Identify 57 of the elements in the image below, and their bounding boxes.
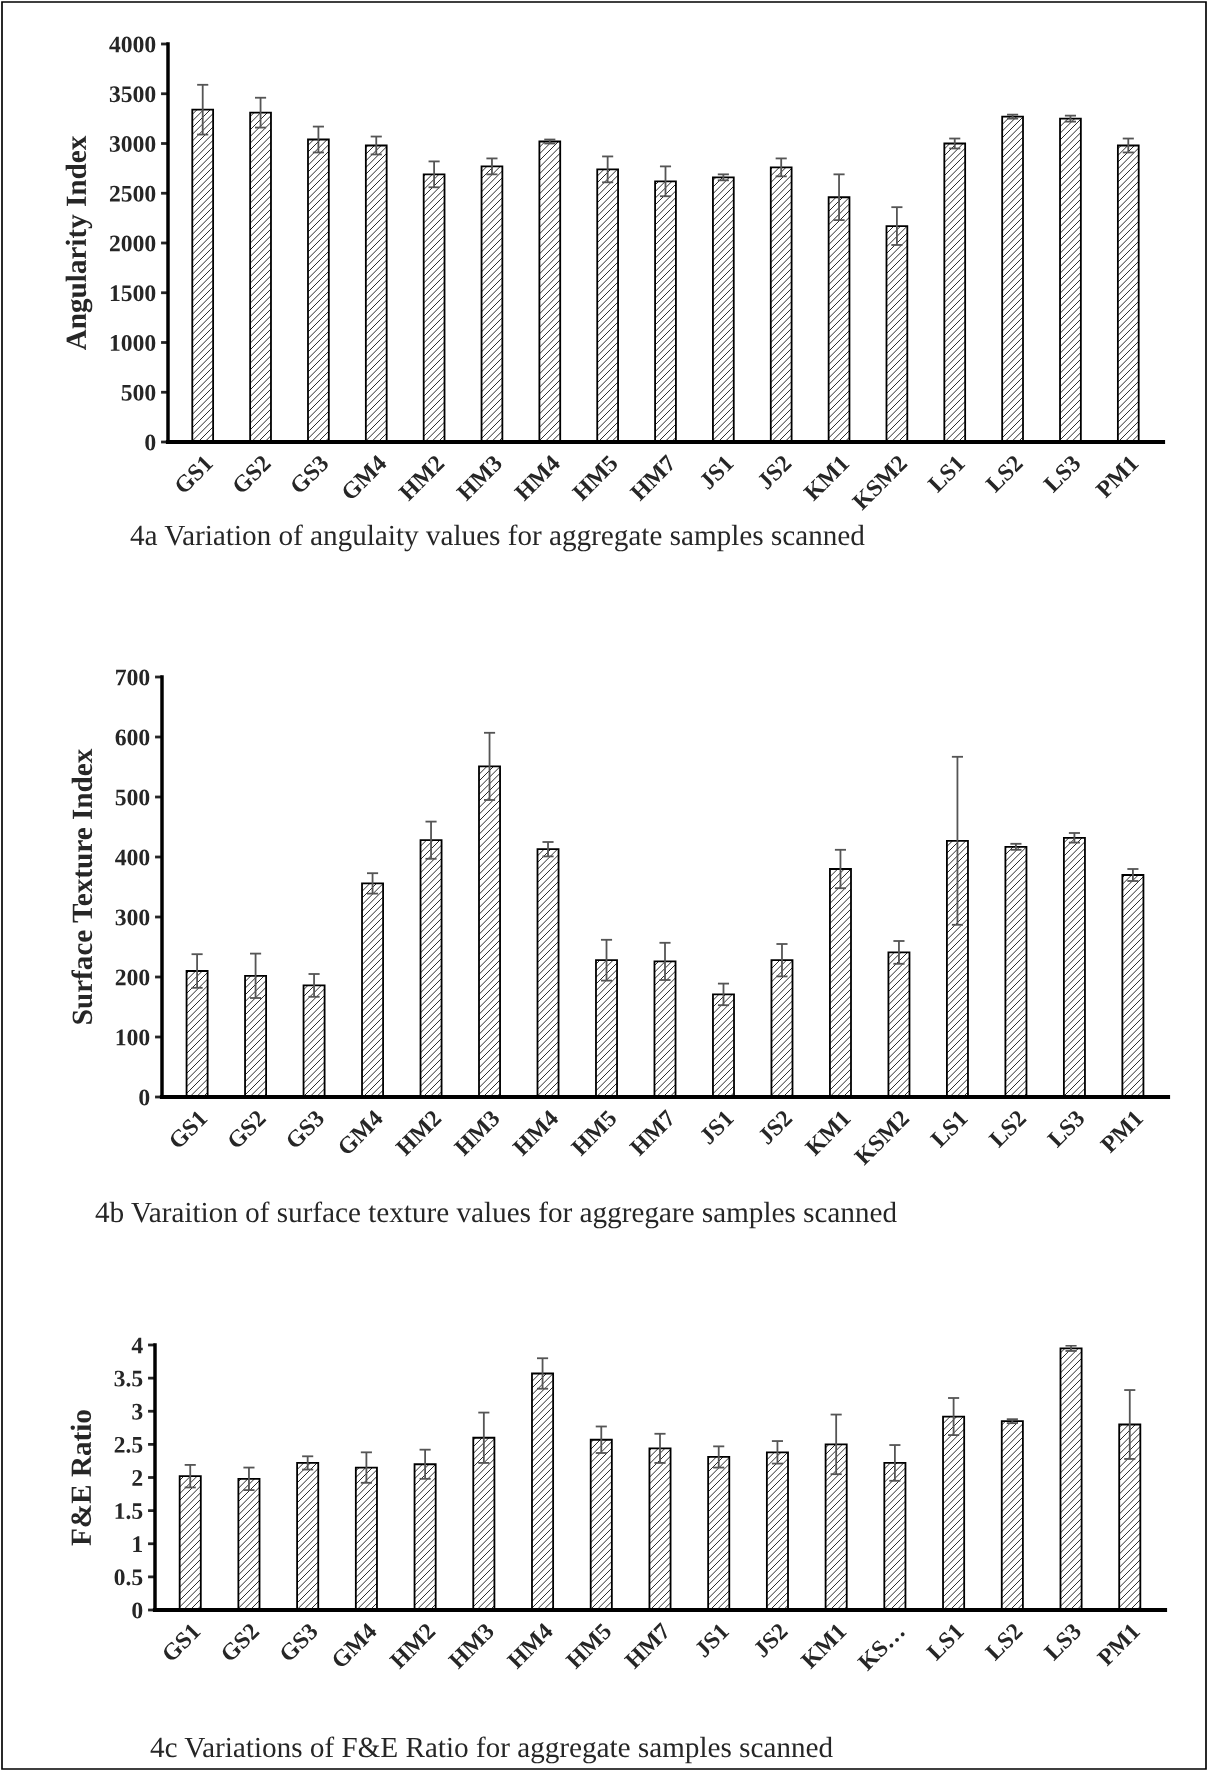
x-tick-label: GS3 bbox=[289, 454, 330, 495]
y-tick-label: 1.5 bbox=[115, 1503, 143, 1520]
y-tick-label: 0.5 bbox=[114, 1569, 143, 1586]
y-axis-title: F&E Ratio bbox=[70, 1410, 92, 1546]
x-tick-label: GS3 bbox=[278, 1622, 319, 1663]
x-tick-label: KS… bbox=[856, 1622, 906, 1672]
y-tick-label: 3.5 bbox=[114, 1370, 143, 1387]
x-tick-label: LS3 bbox=[1042, 454, 1082, 494]
x-tick-label: JS2 bbox=[756, 454, 793, 491]
x-tick-label: JS1 bbox=[694, 1622, 730, 1659]
y-tick-label: 2 bbox=[132, 1470, 143, 1486]
y-tick-label: 2000 bbox=[109, 235, 156, 252]
y-tick-label: 100 bbox=[116, 1029, 150, 1046]
x-tick-label: LS1 bbox=[926, 454, 966, 494]
x-tick-label: GS3 bbox=[284, 1109, 326, 1150]
x-tick-label: JS1 bbox=[698, 454, 735, 491]
x-tick-label: GS2 bbox=[231, 454, 272, 495]
x-tick-label: LS2 bbox=[984, 1622, 1024, 1662]
y-tick-label: 4 bbox=[131, 1337, 143, 1354]
y-tick-label: 0 bbox=[145, 434, 156, 451]
y-tick-label: 1000 bbox=[110, 334, 156, 351]
y-tick-label: 200 bbox=[115, 969, 150, 986]
y-tick-label: 600 bbox=[115, 729, 150, 746]
y-tick-label: 400 bbox=[115, 849, 150, 866]
x-tick-label: LS3 bbox=[1046, 1109, 1086, 1149]
y-tick-label: 4000 bbox=[109, 36, 156, 53]
x-tick-label: LS1 bbox=[925, 1622, 965, 1662]
y-tick-label: 1500 bbox=[110, 285, 156, 302]
x-tick-label: JS2 bbox=[752, 1622, 789, 1659]
text: 4a Variation of angulaity values for aggregate samples scanned bbox=[130, 524, 865, 552]
x-tick-label: GS1 bbox=[173, 454, 214, 495]
x-tick-label: LS3 bbox=[1043, 1622, 1083, 1662]
y-axis-title: Angularity Index bbox=[65, 135, 93, 351]
y-tick-label: 500 bbox=[121, 384, 156, 401]
y-tick-label: 0 bbox=[132, 1602, 143, 1619]
x-tick-label: GS1 bbox=[160, 1622, 202, 1663]
y-tick-label: 3500 bbox=[109, 86, 156, 103]
x-tick-label: GS1 bbox=[167, 1109, 208, 1150]
x-tick-label: LS1 bbox=[929, 1109, 969, 1149]
y-tick-label: 0 bbox=[139, 1089, 150, 1106]
x-tick-label: GS2 bbox=[226, 1109, 267, 1150]
x-tick-label: JS2 bbox=[757, 1109, 794, 1146]
x-tick-label: GS2 bbox=[219, 1622, 260, 1663]
x-tick-label: LS2 bbox=[984, 454, 1024, 494]
y-tick-label: 500 bbox=[115, 789, 150, 806]
y-tick-label: 3000 bbox=[109, 135, 156, 152]
y-tick-label: 1 bbox=[133, 1536, 142, 1552]
y-tick-label: 2.5 bbox=[114, 1436, 143, 1453]
y-tick-label: 300 bbox=[115, 909, 150, 926]
x-tick-label: JS1 bbox=[698, 1109, 735, 1146]
y-axis-title: Surface Texture Index bbox=[71, 748, 93, 1024]
text: 4c Variations of F&E Ratio for aggregate samples scanned bbox=[150, 1736, 833, 1764]
text: 4b Varaition of surface texture values for aggregare samples scanned bbox=[95, 1201, 897, 1229]
y-tick-label: 700 bbox=[116, 669, 150, 686]
y-tick-label: 3 bbox=[132, 1403, 143, 1420]
x-tick-label: LS2 bbox=[987, 1109, 1027, 1149]
y-tick-label: 2500 bbox=[109, 185, 156, 202]
